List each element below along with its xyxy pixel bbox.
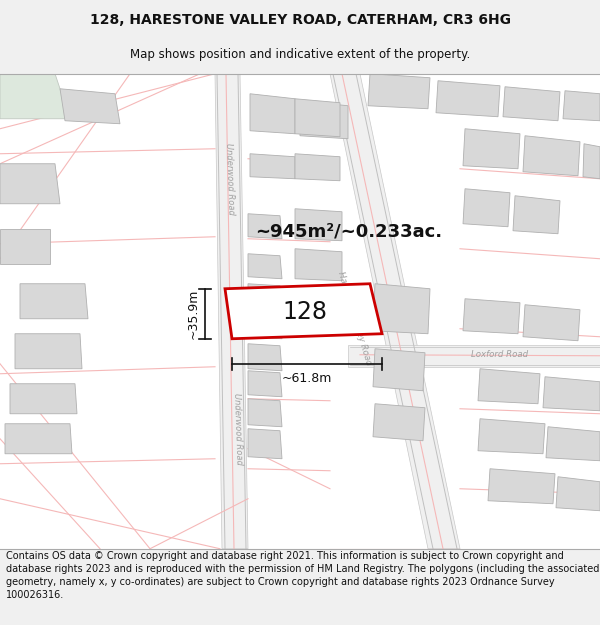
Polygon shape: [503, 87, 560, 121]
Polygon shape: [463, 299, 520, 334]
Polygon shape: [0, 229, 50, 264]
Polygon shape: [248, 254, 282, 279]
Text: Map shows position and indicative extent of the property.: Map shows position and indicative extent…: [130, 48, 470, 61]
Polygon shape: [10, 384, 77, 414]
Polygon shape: [556, 477, 600, 511]
Polygon shape: [20, 284, 88, 319]
Polygon shape: [348, 345, 600, 367]
Text: ~945m²/~0.233ac.: ~945m²/~0.233ac.: [255, 222, 442, 241]
Polygon shape: [463, 189, 510, 227]
Text: Underwood Road: Underwood Road: [232, 392, 244, 465]
Text: Contains OS data © Crown copyright and database right 2021. This information is : Contains OS data © Crown copyright and d…: [6, 551, 599, 600]
Polygon shape: [513, 196, 560, 234]
Polygon shape: [248, 344, 282, 371]
Polygon shape: [0, 164, 60, 204]
Polygon shape: [543, 377, 600, 411]
Text: Harestone Valley Road: Harestone Valley Road: [337, 271, 374, 367]
Polygon shape: [563, 91, 600, 121]
Polygon shape: [295, 209, 342, 241]
Polygon shape: [478, 369, 540, 404]
Text: Underwood Road: Underwood Road: [224, 142, 236, 215]
Polygon shape: [368, 74, 430, 109]
Polygon shape: [523, 305, 580, 341]
Polygon shape: [295, 99, 340, 137]
Polygon shape: [330, 74, 460, 549]
Text: 128: 128: [283, 300, 328, 324]
Polygon shape: [546, 427, 600, 461]
Polygon shape: [250, 154, 295, 179]
Text: 128, HARESTONE VALLEY ROAD, CATERHAM, CR3 6HG: 128, HARESTONE VALLEY ROAD, CATERHAM, CR…: [89, 13, 511, 28]
Polygon shape: [248, 214, 282, 239]
Polygon shape: [15, 334, 82, 369]
Polygon shape: [436, 81, 500, 117]
Polygon shape: [373, 349, 425, 391]
Polygon shape: [0, 74, 70, 119]
Polygon shape: [248, 314, 282, 339]
Polygon shape: [248, 284, 282, 309]
Polygon shape: [295, 249, 342, 281]
Polygon shape: [248, 371, 282, 397]
Polygon shape: [523, 136, 580, 176]
Polygon shape: [250, 94, 295, 134]
Polygon shape: [60, 89, 120, 124]
Polygon shape: [478, 419, 545, 454]
Text: ~35.9m: ~35.9m: [187, 289, 200, 339]
Polygon shape: [295, 154, 340, 181]
Polygon shape: [373, 284, 430, 334]
Polygon shape: [488, 469, 555, 504]
Polygon shape: [215, 74, 248, 549]
Polygon shape: [225, 284, 382, 339]
Polygon shape: [5, 424, 72, 454]
Polygon shape: [0, 74, 600, 549]
Polygon shape: [583, 144, 600, 179]
Text: ~61.8m: ~61.8m: [282, 372, 332, 385]
Text: Loxford Road: Loxford Road: [472, 350, 529, 359]
Polygon shape: [373, 404, 425, 441]
Polygon shape: [463, 129, 520, 169]
Polygon shape: [248, 399, 282, 427]
Polygon shape: [248, 429, 282, 459]
Polygon shape: [300, 101, 348, 139]
